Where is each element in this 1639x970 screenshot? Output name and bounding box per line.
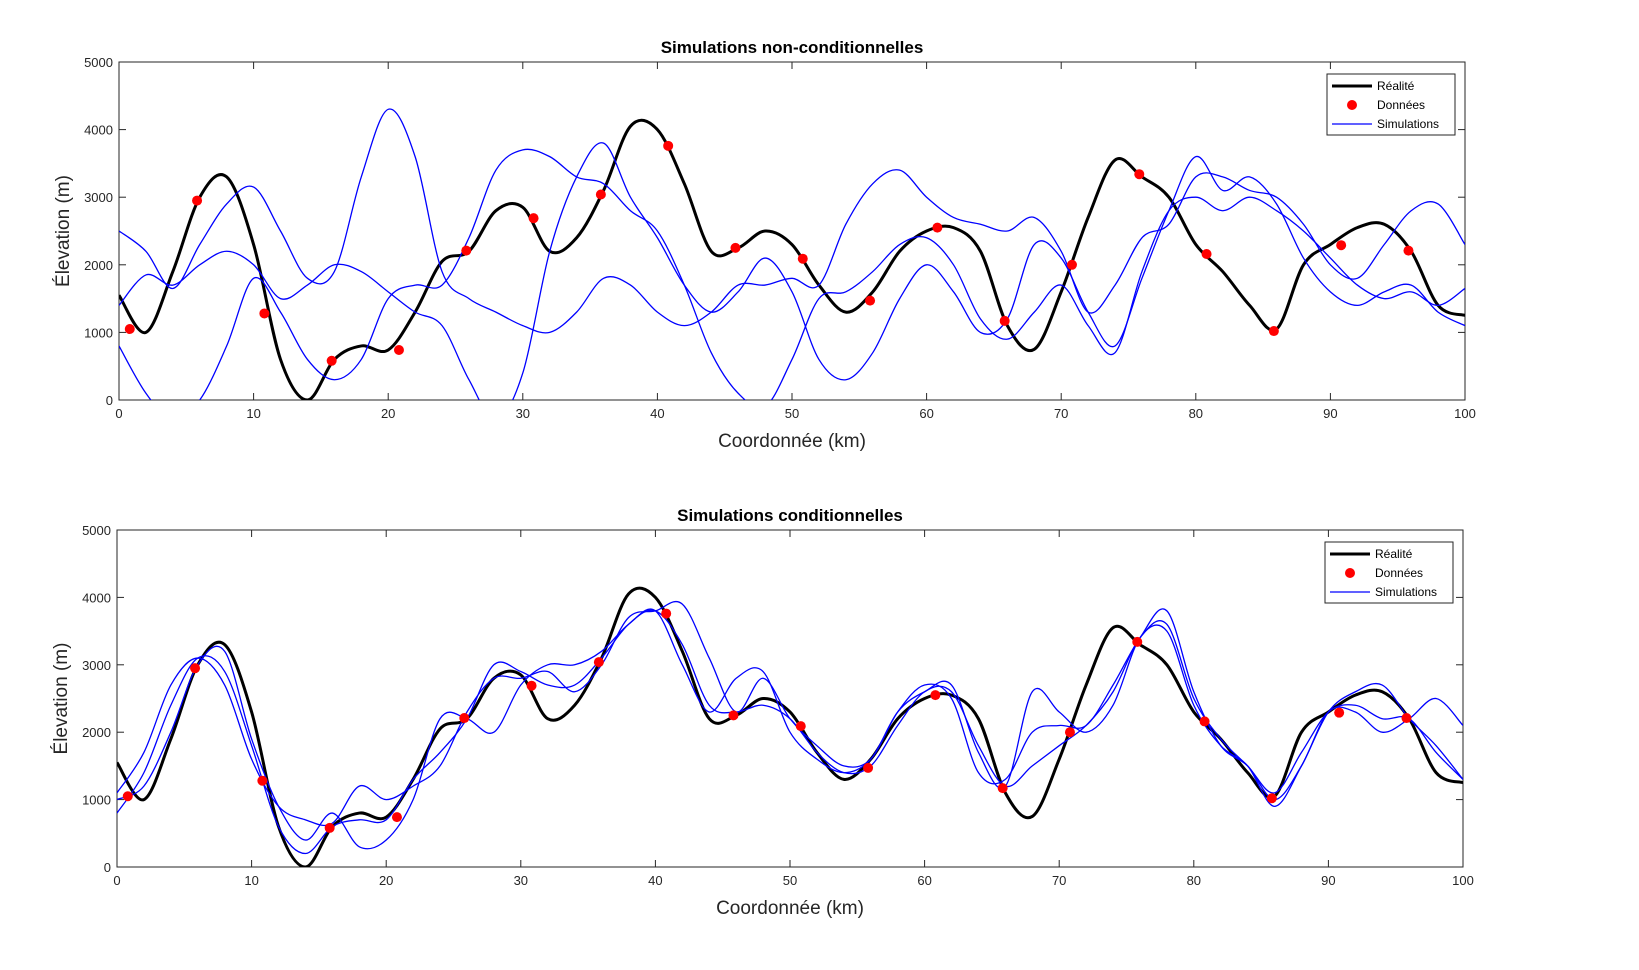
y-tick-label: 5000 xyxy=(82,523,111,538)
legend-marker xyxy=(1347,100,1357,110)
data-point xyxy=(326,355,337,366)
y-tick-label: 5000 xyxy=(84,55,113,70)
x-tick-label: 100 xyxy=(1452,873,1474,888)
data-point xyxy=(1134,169,1145,180)
x-tick-label: 100 xyxy=(1454,406,1476,421)
y-tick-label: 0 xyxy=(104,860,111,875)
data-point xyxy=(1403,245,1414,256)
legend-label: Simulations xyxy=(1377,117,1439,131)
y-tick-label: 2000 xyxy=(82,725,111,740)
line xyxy=(117,608,1463,850)
legend-marker xyxy=(1345,568,1355,578)
data-point xyxy=(999,315,1010,326)
x-axis-label: Coordonnée (km) xyxy=(718,431,866,452)
legend-label: Données xyxy=(1375,566,1423,580)
legend-label: Réalité xyxy=(1375,547,1413,561)
data-point xyxy=(528,213,539,224)
x-tick-label: 10 xyxy=(244,873,258,888)
data-point xyxy=(461,245,472,256)
x-tick-label: 0 xyxy=(113,873,120,888)
data-point xyxy=(190,663,201,674)
axes-box xyxy=(118,61,1466,401)
x-tick-label: 60 xyxy=(919,406,933,421)
x-tick-label: 80 xyxy=(1189,406,1203,421)
x-tick-label: 30 xyxy=(516,406,530,421)
data-point xyxy=(1066,259,1077,270)
data-point xyxy=(391,812,402,823)
x-tick-label: 20 xyxy=(381,406,395,421)
line xyxy=(117,600,1463,827)
data-point xyxy=(122,791,133,802)
data-point xyxy=(1199,716,1210,727)
data-point xyxy=(593,657,604,668)
data-point xyxy=(1401,713,1412,724)
x-tick-label: 10 xyxy=(246,406,260,421)
x-tick-label: 90 xyxy=(1321,873,1335,888)
x-tick-label: 70 xyxy=(1054,406,1068,421)
data-point xyxy=(663,140,674,151)
data-point xyxy=(1268,326,1279,337)
data-point xyxy=(526,680,537,691)
x-tick-label: 60 xyxy=(917,873,931,888)
data-point xyxy=(192,195,203,206)
data-point xyxy=(795,721,806,732)
x-tick-label: 70 xyxy=(1052,873,1066,888)
y-tick-label: 4000 xyxy=(82,590,111,605)
x-tick-label: 90 xyxy=(1323,406,1337,421)
subplot: 0 10 20 30 40 50 60 70 80 90 100010002000300040005… xyxy=(53,38,1476,452)
chart-title: Simulations conditionnelles xyxy=(677,506,903,525)
y-tick-label: 2000 xyxy=(84,258,113,273)
data-point xyxy=(324,822,335,833)
data-point xyxy=(865,295,876,306)
data-point xyxy=(930,690,941,701)
y-tick-label: 3000 xyxy=(82,658,111,673)
axes-box xyxy=(116,529,1464,868)
line xyxy=(119,142,1465,400)
data-point xyxy=(459,713,470,724)
data-point xyxy=(1132,636,1143,647)
y-tick-label: 1000 xyxy=(82,793,111,808)
x-tick-label: 50 xyxy=(785,406,799,421)
data-point xyxy=(1336,240,1347,251)
legend-label: Simulations xyxy=(1375,585,1437,599)
x-tick-label: 40 xyxy=(650,406,664,421)
data-point xyxy=(124,324,135,335)
x-tick-label: 0 xyxy=(115,406,122,421)
data-point xyxy=(797,253,808,264)
chart-title: Simulations non-conditionnelles xyxy=(661,38,924,57)
data-point xyxy=(863,762,874,773)
data-point xyxy=(728,710,739,721)
data-point xyxy=(257,775,268,786)
data-point xyxy=(259,308,270,319)
x-tick-label: 80 xyxy=(1187,873,1201,888)
data-point xyxy=(1266,793,1277,804)
x-axis-label: Coordonnée (km) xyxy=(716,898,864,919)
subplot: 0 10 20 30 40 50 60 70 80 90 100010002000300040005… xyxy=(51,506,1474,919)
line xyxy=(119,148,1465,400)
x-tick-label: 20 xyxy=(379,873,393,888)
x-tick-label: 30 xyxy=(514,873,528,888)
y-tick-label: 3000 xyxy=(84,190,113,205)
data-point xyxy=(1334,707,1345,718)
data-point xyxy=(661,608,672,619)
y-axis-label: Élevation (m) xyxy=(51,643,72,755)
data-point xyxy=(932,222,943,233)
data-point xyxy=(595,189,606,200)
x-tick-label: 40 xyxy=(648,873,662,888)
y-tick-label: 1000 xyxy=(84,325,113,340)
x-tick-label: 50 xyxy=(783,873,797,888)
legend-label: Données xyxy=(1377,98,1425,112)
data-point xyxy=(1201,248,1212,259)
y-axis-label: Élevation (m) xyxy=(53,175,74,287)
data-point xyxy=(1064,727,1075,738)
data-point xyxy=(393,344,404,355)
data-point xyxy=(997,783,1008,794)
y-tick-label: 0 xyxy=(106,393,113,408)
legend-label: Réalité xyxy=(1377,79,1415,93)
data-point xyxy=(730,242,741,253)
y-tick-label: 4000 xyxy=(84,123,113,138)
plot-area xyxy=(119,108,1465,400)
